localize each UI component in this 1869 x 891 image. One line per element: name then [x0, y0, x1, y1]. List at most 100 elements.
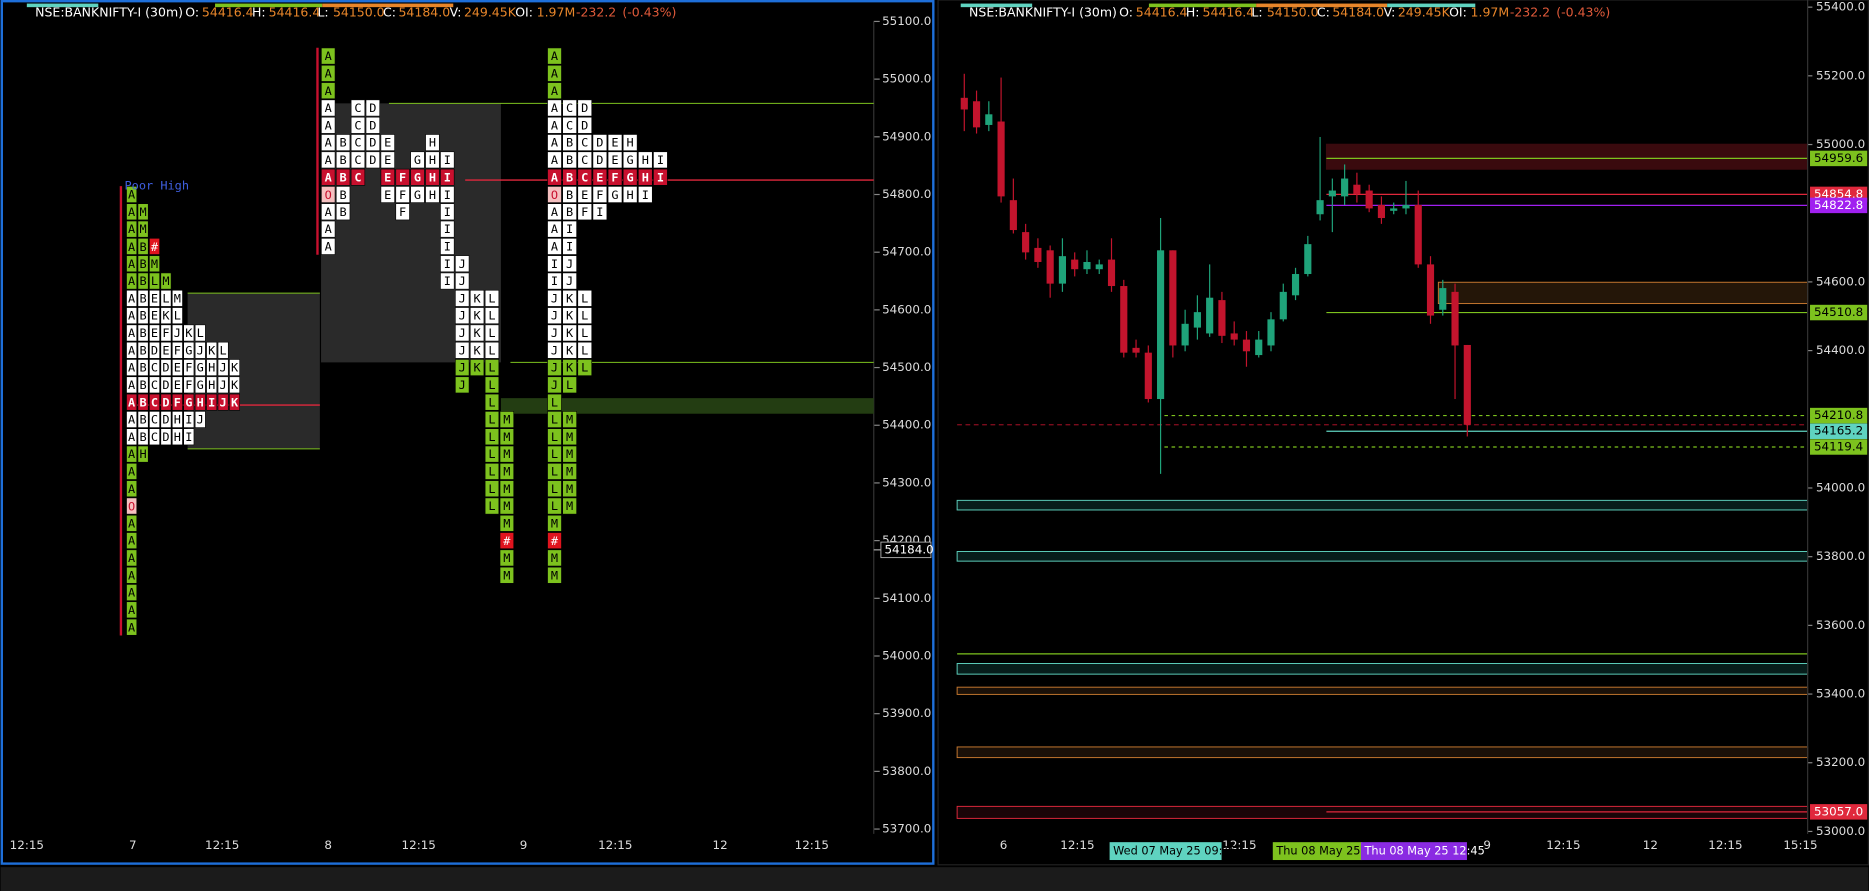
- tpo-cell: [499, 566, 515, 584]
- ohlc-value: 249.45K: [1398, 5, 1451, 20]
- ohlc-value: 54416.4: [202, 5, 254, 20]
- x-tick-label: 12:15: [205, 838, 239, 852]
- tpo-cell: [547, 480, 562, 498]
- tpo-cell: [577, 151, 593, 169]
- tpo-cell: [547, 116, 562, 134]
- candle-body: [1402, 204, 1410, 209]
- level-label: 54854.8: [1814, 187, 1863, 201]
- candle-body: [1328, 190, 1336, 197]
- tpo-cell: [321, 238, 336, 255]
- candle-body: [1377, 204, 1386, 219]
- tpo-cell: [562, 272, 577, 290]
- tpo-cell: [653, 151, 668, 169]
- tpo-cell: [321, 82, 336, 100]
- x-tick-label: 8: [324, 838, 332, 852]
- tpo-cell: [562, 289, 577, 307]
- y-tick-label: 53600.0: [1816, 618, 1865, 632]
- tpo-cell: [547, 220, 562, 238]
- candle-body: [1230, 333, 1238, 340]
- candle-body: [1390, 208, 1398, 211]
- tpo-cell: [653, 168, 668, 186]
- candle-body: [1365, 190, 1373, 209]
- y-tick-label: 54300.0: [882, 475, 931, 489]
- tpo-cell: [547, 238, 562, 255]
- tpo-cell: [455, 341, 470, 359]
- ohlc-value: 54150.0: [1267, 5, 1319, 20]
- tpo-cell: [350, 116, 366, 134]
- tpo-cell: [206, 341, 218, 359]
- tpo-cell: [638, 168, 653, 186]
- panel-border: [937, 0, 1869, 866]
- tpo-cell: [149, 428, 160, 446]
- candle-body: [1291, 274, 1300, 296]
- progress-strip: [1148, 3, 1257, 8]
- tpo-cell: [137, 272, 149, 290]
- tpo-cell: [547, 393, 562, 411]
- tpo-cell: [149, 324, 160, 342]
- tpo-cell: [149, 255, 160, 273]
- tpo-cell: [137, 307, 149, 325]
- level-label: 54959.6: [1814, 151, 1863, 165]
- tpo-cell: [137, 445, 149, 463]
- tpo-cell: [547, 82, 562, 100]
- tpo-cell: [365, 116, 381, 134]
- tpo-cell: [607, 134, 623, 151]
- tpo-cell: [350, 168, 366, 186]
- tpo-cell: [547, 64, 562, 82]
- progress-strip: [1256, 3, 1388, 8]
- tpo-cell: [335, 186, 351, 203]
- status-bar: [0, 867, 1869, 891]
- tpo-cell: [484, 376, 500, 394]
- candle-body: [985, 114, 993, 125]
- zone: [1437, 281, 1809, 305]
- tpo-row: A: [128, 568, 135, 582]
- tpo-cell: [126, 428, 138, 446]
- tpo-cell: [577, 168, 593, 186]
- tpo-cell: [171, 411, 183, 428]
- level-label: 54165.2: [1814, 424, 1863, 438]
- tpo-cell: [469, 324, 485, 342]
- candle-body: [1279, 291, 1287, 320]
- tpo-cell: [126, 255, 138, 273]
- candle-body: [1107, 259, 1116, 287]
- tpo-row: A: [128, 534, 135, 548]
- date-tag-label: Thu 08 May 25 12:45: [1364, 845, 1485, 858]
- level-label: 54119.4: [1814, 439, 1863, 453]
- tpo-cell: [149, 238, 160, 255]
- ohlc-value: 54416.4: [1136, 5, 1188, 20]
- tpo-cell: [547, 341, 562, 359]
- tpo-cell: [149, 376, 160, 394]
- tpo-cell: [126, 463, 138, 480]
- x-tick-label: 12: [713, 838, 728, 852]
- tpo-cell: [562, 168, 577, 186]
- tpo-cell: [547, 549, 562, 567]
- x-tick-label: 7: [129, 838, 137, 852]
- tpo-cell: [562, 359, 577, 376]
- tpo-cell: [350, 99, 366, 117]
- x-tick-label: 12:15: [1060, 838, 1094, 852]
- tpo-cell: [137, 289, 149, 307]
- ohlc-key: H:: [252, 5, 266, 20]
- ohlc-key: V:: [450, 5, 462, 20]
- tpo-cell: [547, 99, 562, 117]
- tpo-cell: [425, 186, 440, 203]
- tpo-cell: [217, 341, 229, 359]
- tpo-cell: [335, 151, 351, 169]
- tpo-cell: [183, 324, 195, 342]
- progress-strip: [960, 3, 1033, 8]
- tpo-cell: [577, 324, 593, 342]
- tpo-cell: [194, 411, 206, 428]
- y-tick-label: 53400.0: [1816, 687, 1865, 701]
- tpo-cell: [499, 411, 515, 428]
- tpo-cell: [410, 151, 425, 169]
- tpo-cell: [194, 393, 206, 411]
- tpo-cell: [410, 186, 425, 203]
- tpo-cell: [137, 324, 149, 342]
- tpo-cell: [562, 480, 577, 498]
- tpo-cell: [547, 463, 562, 480]
- tpo-cell: [455, 289, 470, 307]
- tpo-cell: [562, 255, 577, 273]
- tpo-cell: [137, 238, 149, 255]
- tpo-cell: [484, 445, 500, 463]
- tpo-cell: [562, 134, 577, 151]
